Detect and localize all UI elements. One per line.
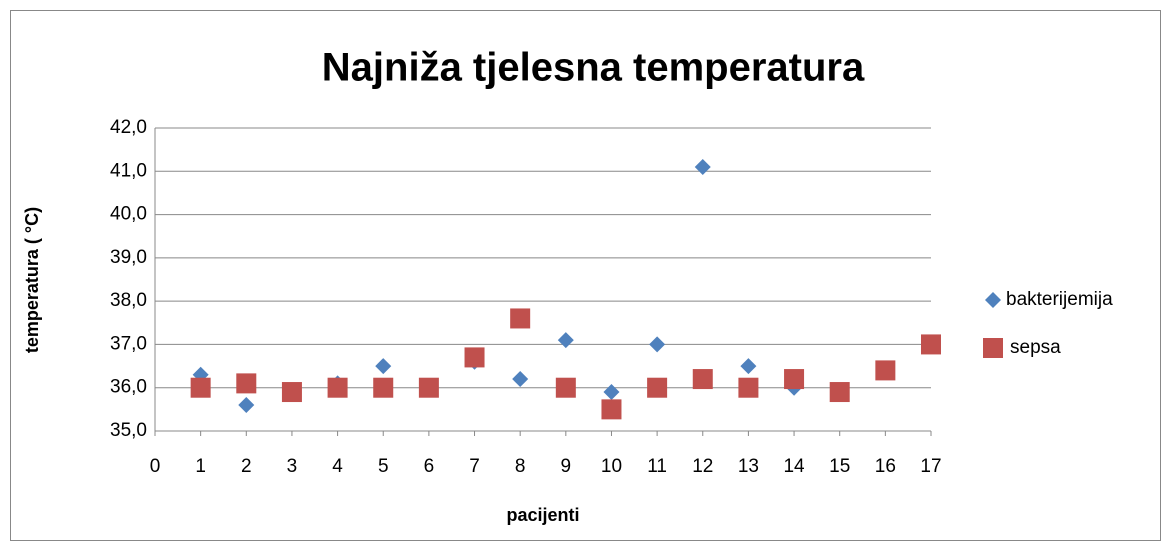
point xyxy=(510,308,531,329)
x-tick-label: 11 xyxy=(647,456,667,477)
point xyxy=(692,369,713,390)
point xyxy=(921,334,941,355)
point xyxy=(557,332,574,349)
x-tick-label: 7 xyxy=(469,456,480,477)
x-tick-label: 2 xyxy=(241,456,252,477)
point xyxy=(649,336,666,353)
point xyxy=(694,158,711,175)
y-tick-label: 37,0 xyxy=(110,333,147,354)
x-tick-label: 0 xyxy=(150,456,161,477)
legend-swatch xyxy=(985,292,1001,308)
x-tick-label: 4 xyxy=(332,456,343,477)
y-axis-label: temperatura ( °C) xyxy=(22,207,42,353)
x-axis-label: pacijenti xyxy=(506,505,579,525)
y-tick-label: 38,0 xyxy=(110,290,147,311)
point xyxy=(647,377,668,398)
point xyxy=(738,377,759,398)
point xyxy=(601,399,622,420)
y-tick-label: 41,0 xyxy=(110,160,147,181)
x-tick-label: 9 xyxy=(561,456,572,477)
x-tick-label: 1 xyxy=(195,456,206,477)
point xyxy=(464,347,485,368)
legend-label: sepsa xyxy=(1010,337,1061,358)
y-tick-label: 35,0 xyxy=(110,420,147,441)
x-tick-label: 12 xyxy=(692,456,713,477)
point xyxy=(327,377,348,398)
point xyxy=(236,373,257,394)
x-tick-label: 10 xyxy=(601,456,622,477)
chart-title: Najniža tjelesna temperatura xyxy=(322,46,865,90)
y-tick-label: 40,0 xyxy=(110,204,147,225)
y-tick-label: 39,0 xyxy=(110,247,147,268)
point xyxy=(373,377,394,398)
y-tick-label: 36,0 xyxy=(110,377,147,398)
point xyxy=(238,397,255,414)
chart-border xyxy=(10,10,1161,541)
point xyxy=(512,371,529,388)
x-tick-label: 15 xyxy=(829,456,850,477)
x-tick-label: 17 xyxy=(920,456,941,477)
point xyxy=(603,384,620,401)
point xyxy=(418,377,439,398)
legend-swatch xyxy=(983,338,1003,358)
point xyxy=(740,358,757,375)
point xyxy=(829,382,850,403)
point xyxy=(281,382,302,403)
x-tick-label: 5 xyxy=(378,456,389,477)
x-tick-label: 3 xyxy=(287,456,298,477)
x-tick-label: 13 xyxy=(738,456,759,477)
point xyxy=(190,377,211,398)
x-tick-label: 16 xyxy=(875,456,896,477)
point xyxy=(555,377,576,398)
legend-label: bakterijemija xyxy=(1006,289,1113,310)
point xyxy=(375,358,392,375)
x-tick-label: 8 xyxy=(515,456,526,477)
x-tick-label: 6 xyxy=(424,456,435,477)
point xyxy=(784,369,805,390)
x-tick-label: 14 xyxy=(783,456,805,477)
point xyxy=(875,360,896,381)
y-tick-label: 42,0 xyxy=(110,117,147,138)
